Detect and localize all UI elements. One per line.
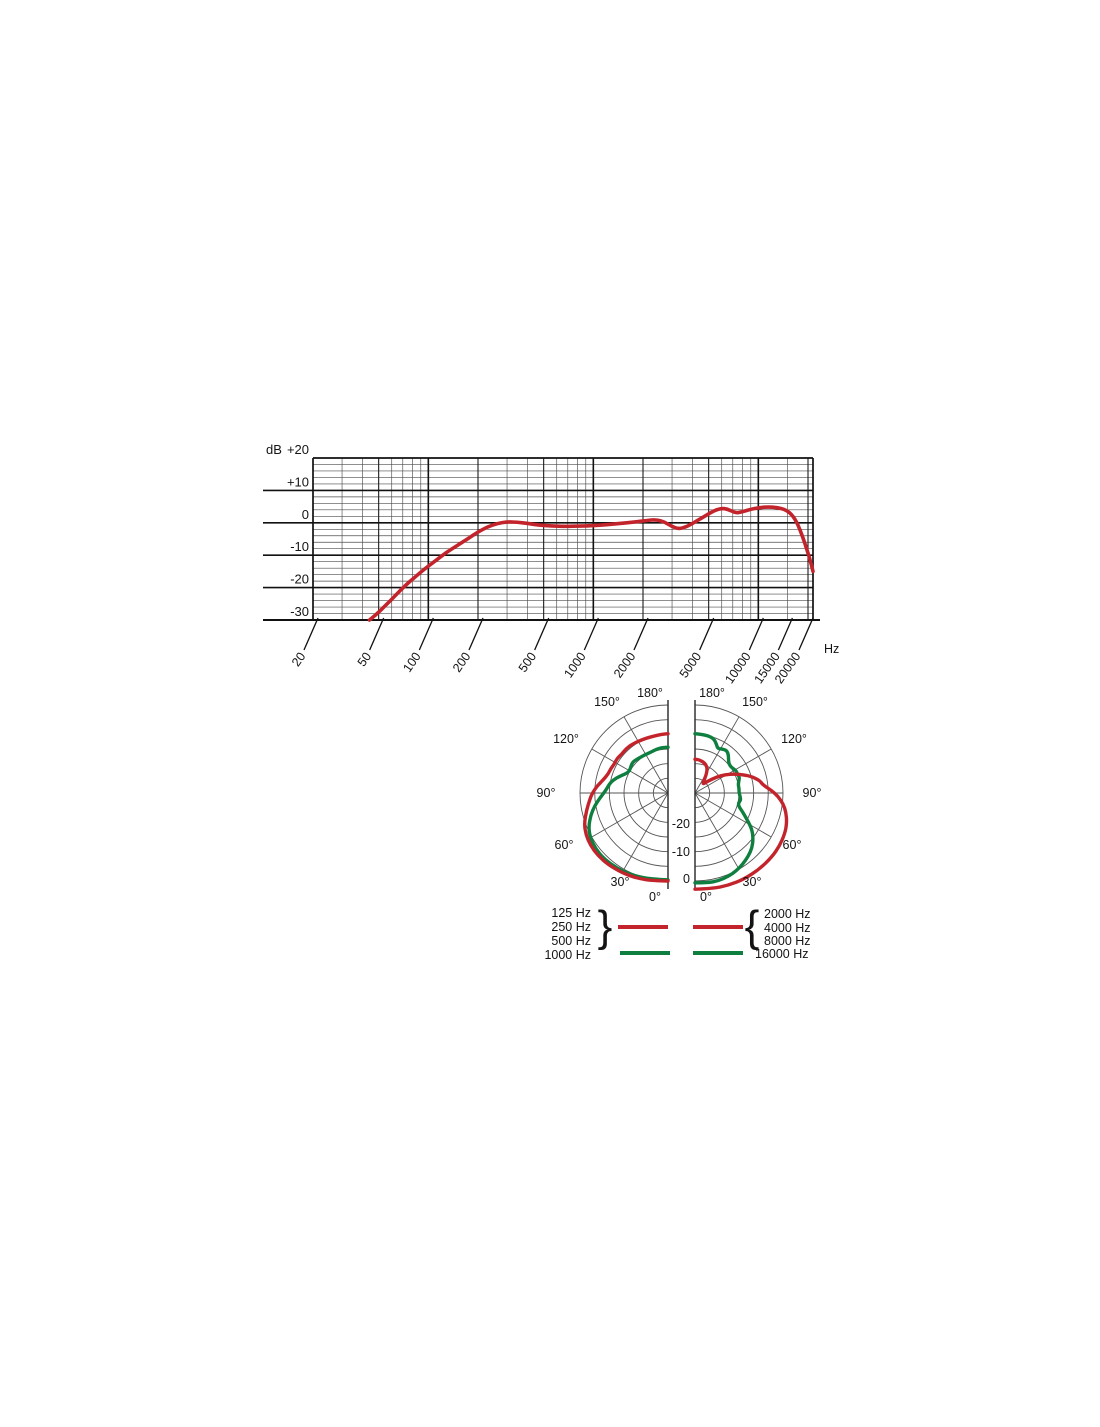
y-axis-tick-label: -30 <box>290 604 309 619</box>
polar-curve-right <box>693 732 755 885</box>
polar-radial-line <box>591 792 669 838</box>
polar-curve-right <box>693 757 789 891</box>
polar-curve-left <box>587 745 670 882</box>
polar-angle-label: 180° <box>637 686 663 700</box>
frequency-response-curve <box>367 505 815 622</box>
polar-pattern-chart: 0° 0° 30° 30° 60° 60° 90° 90° 120° 120° 150° 150° 18… <box>537 686 822 904</box>
legend-label: 250 Hz <box>551 920 591 934</box>
x-axis-tick <box>369 617 385 651</box>
polar-angle-label: 120° <box>781 732 807 746</box>
x-axis-tick-label: 50 <box>355 650 374 669</box>
x-axis-tick-label: 1000 <box>561 650 588 681</box>
y-axis-tick-label: -20 <box>290 572 309 587</box>
polar-radial-line <box>623 792 669 870</box>
legend-label: 1000 Hz <box>544 948 591 962</box>
x-axis-tick <box>303 617 319 651</box>
y-axis-tick-label: +20 <box>287 442 309 457</box>
x-axis-tick-label: 2000 <box>611 650 638 681</box>
x-axis-tick <box>777 617 793 651</box>
polar-radial-line <box>694 792 772 838</box>
polar-radial-line <box>694 792 740 870</box>
legend-label: 500 Hz <box>551 934 591 948</box>
legend-label: 4000 Hz <box>764 921 811 935</box>
polar-db-label: -10 <box>672 845 690 859</box>
x-axis-tick-label: 200 <box>450 650 473 675</box>
polar-angle-label: 180° <box>699 686 725 700</box>
y-axis-tick-label: -10 <box>290 539 309 554</box>
x-axis-tick-label: 10000 <box>722 650 753 687</box>
x-axis-tick <box>534 617 550 651</box>
legend-brace: { <box>745 902 760 951</box>
x-axis-tick <box>583 617 599 651</box>
polar-angle-label: 0° <box>649 890 661 904</box>
frequency-response-chart: 20 50 100 200 500 1000 2000 5000 100001500020000… <box>263 442 839 686</box>
polar-angle-label: 150° <box>594 695 620 709</box>
polar-angle-label: 90° <box>803 786 822 800</box>
polar-db-label: -20 <box>672 817 690 831</box>
y-axis-unit-label: dB <box>266 442 282 457</box>
polar-angle-label: 60° <box>783 838 802 852</box>
polar-angle-label: 120° <box>553 732 579 746</box>
polar-radial-line <box>694 716 740 794</box>
polar-angle-label: 0° <box>700 890 712 904</box>
polar-angle-label: 30° <box>611 875 630 889</box>
x-axis-tick <box>468 617 484 651</box>
x-axis-tick-label: 500 <box>516 650 539 675</box>
polar-db-label: 0 <box>683 872 690 886</box>
x-axis-tick-label: 5000 <box>677 650 704 681</box>
x-axis-tick <box>798 617 814 651</box>
polar-angle-label: 30° <box>743 875 762 889</box>
x-axis-tick <box>748 617 764 651</box>
legend-label: 8000 Hz <box>764 934 811 948</box>
x-axis-unit-label: Hz <box>824 642 839 656</box>
polar-radial-line <box>694 748 772 794</box>
x-axis-tick-label: 100 <box>400 650 423 675</box>
polar-angle-label: 90° <box>537 786 556 800</box>
polar-angle-label: 60° <box>555 838 574 852</box>
x-axis-tick <box>418 617 434 651</box>
polar-angle-label: 150° <box>742 695 768 709</box>
x-axis-tick-label: 20 <box>289 650 308 669</box>
polar-curve-left <box>583 732 670 883</box>
legend-label: 125 Hz <box>551 906 591 920</box>
y-axis-tick-label: +10 <box>287 474 309 489</box>
x-axis-tick <box>699 617 715 651</box>
legend-brace: } <box>598 902 613 951</box>
legend-label: 16000 Hz <box>755 947 809 961</box>
legend-label: 2000 Hz <box>764 907 811 921</box>
y-axis-tick-label: 0 <box>302 507 309 522</box>
x-axis-tick <box>633 617 649 651</box>
